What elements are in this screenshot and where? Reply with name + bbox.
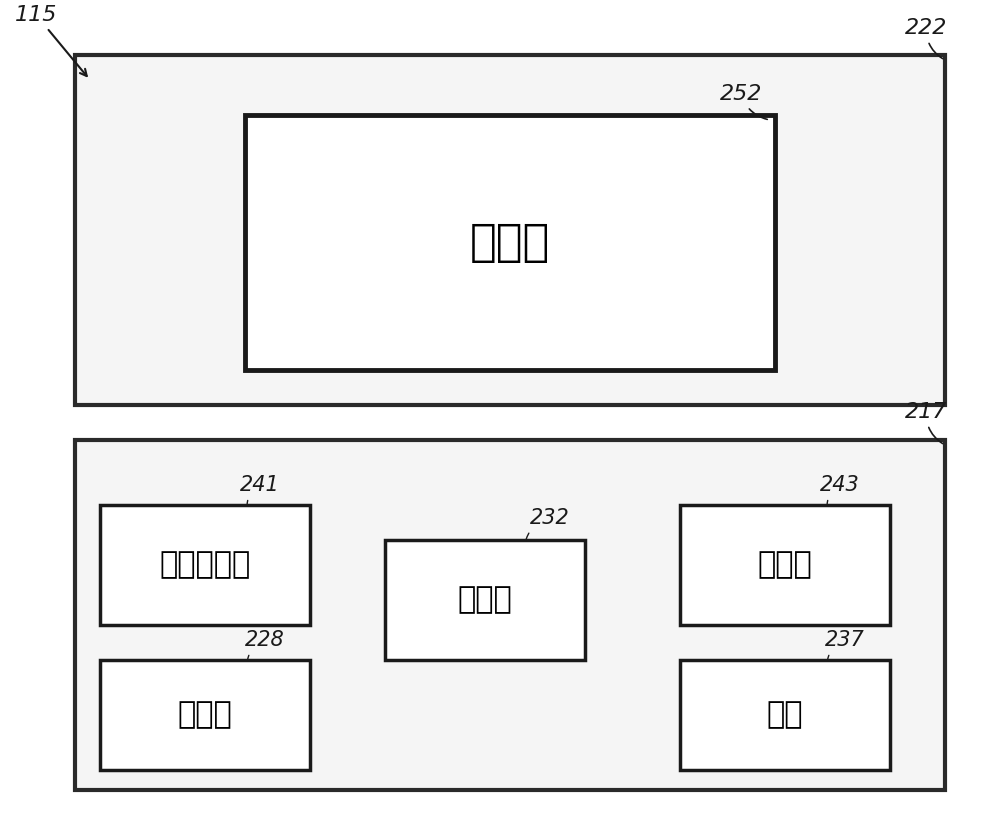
Bar [75, 55, 945, 405]
Text: 217: 217 [905, 402, 947, 444]
Text: 消声器: 消声器 [758, 551, 812, 580]
Text: 232: 232 [526, 508, 570, 540]
Text: 柴油机: 柴油机 [458, 585, 512, 615]
Text: 222: 222 [905, 18, 947, 58]
Text: 空气过滤器: 空气过滤器 [159, 551, 251, 580]
Text: 115: 115 [15, 5, 87, 76]
Bar [680, 505, 890, 625]
Text: 241: 241 [240, 475, 280, 506]
Bar [75, 440, 945, 790]
Text: 228: 228 [245, 630, 285, 660]
Text: 252: 252 [720, 84, 767, 119]
Text: 电池: 电池 [767, 700, 803, 729]
Text: 冷凝器: 冷凝器 [470, 221, 550, 264]
Bar [385, 540, 585, 660]
Text: 237: 237 [825, 630, 865, 660]
Bar [100, 660, 310, 770]
Bar [100, 505, 310, 625]
Text: 压缩机: 压缩机 [178, 700, 232, 729]
Bar [680, 660, 890, 770]
Text: 243: 243 [820, 475, 860, 506]
Bar [245, 115, 775, 370]
